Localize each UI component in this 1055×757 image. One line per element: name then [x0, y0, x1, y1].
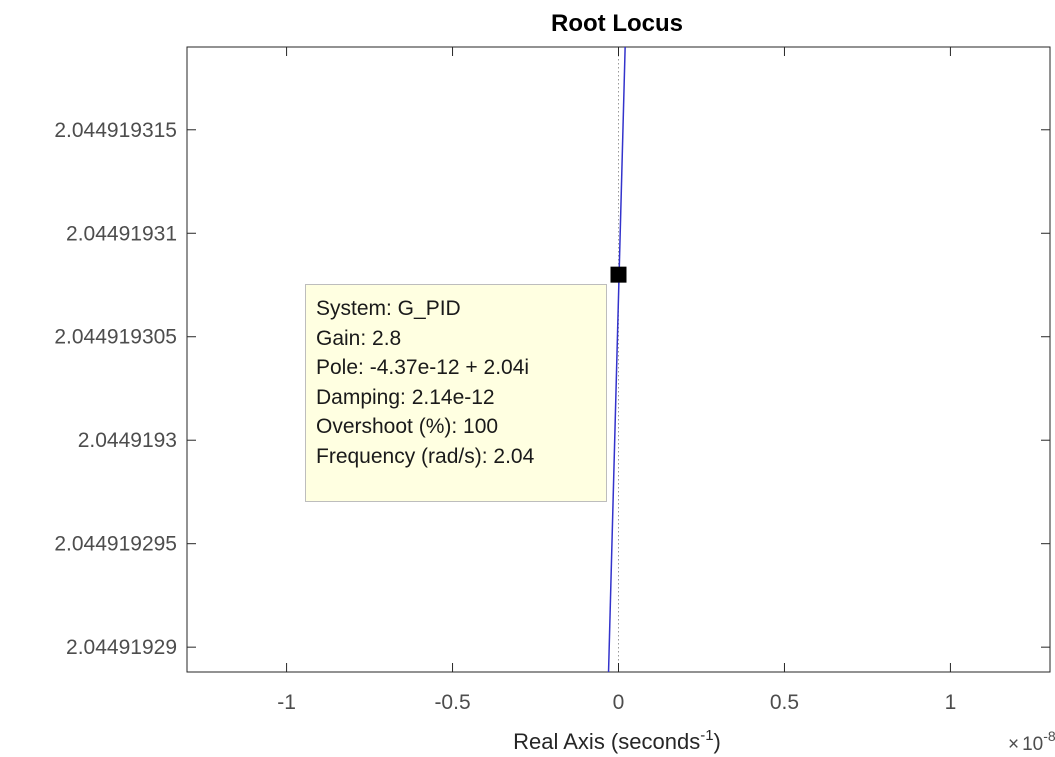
x-tick-label: 0.5	[770, 691, 799, 714]
x-exponent-power: -8	[1043, 728, 1055, 744]
datatip-damping: Damping: 2.14e-12	[316, 385, 495, 409]
datatip-pole: Pole: -4.37e-12 + 2.04i	[316, 356, 530, 379]
y-tick-label: 2.04491929	[66, 636, 177, 659]
x-axis-label-superscript: -1	[700, 727, 713, 744]
x-axis-label-close: )	[714, 729, 721, 754]
datatip-overshoot: Overshoot (%): 100	[316, 415, 499, 438]
x-exponent-times: ×	[1008, 734, 1019, 755]
data-tip-box[interactable]: System: G_PID Gain: 2.8 Pole: -4.37e-12 …	[305, 284, 607, 502]
datatip-frequency: Frequency (rad/s): 2.04	[316, 444, 535, 468]
y-tick-label: 2.044919305	[54, 326, 177, 349]
datatip-system: System: G_PID	[316, 297, 461, 320]
y-tick-label: 2.044919315	[54, 119, 177, 142]
y-tick-label: 2.044919295	[54, 533, 177, 556]
datatip-marker[interactable]	[610, 266, 627, 283]
chart-title: Root Locus	[551, 10, 683, 37]
y-tick-label: 2.04491931	[66, 222, 177, 245]
x-axis-label-text: Real Axis (seconds	[513, 729, 700, 754]
x-tick-label: 0	[613, 691, 625, 714]
x-tick-label: -0.5	[434, 691, 470, 714]
y-tick-label: 2.0449193	[78, 429, 177, 452]
datatip-gain: Gain: 2.8	[316, 326, 402, 350]
x-axis-label: Real Axis (seconds-1)	[513, 727, 721, 754]
x-axis-exponent: × 10-8	[1008, 728, 1055, 755]
x-exponent-base: 10	[1022, 734, 1043, 755]
x-tick-label: -1	[277, 691, 296, 714]
x-tick-label: 1	[945, 691, 957, 714]
locus-branch-line-0[interactable]	[607, 46, 626, 673]
